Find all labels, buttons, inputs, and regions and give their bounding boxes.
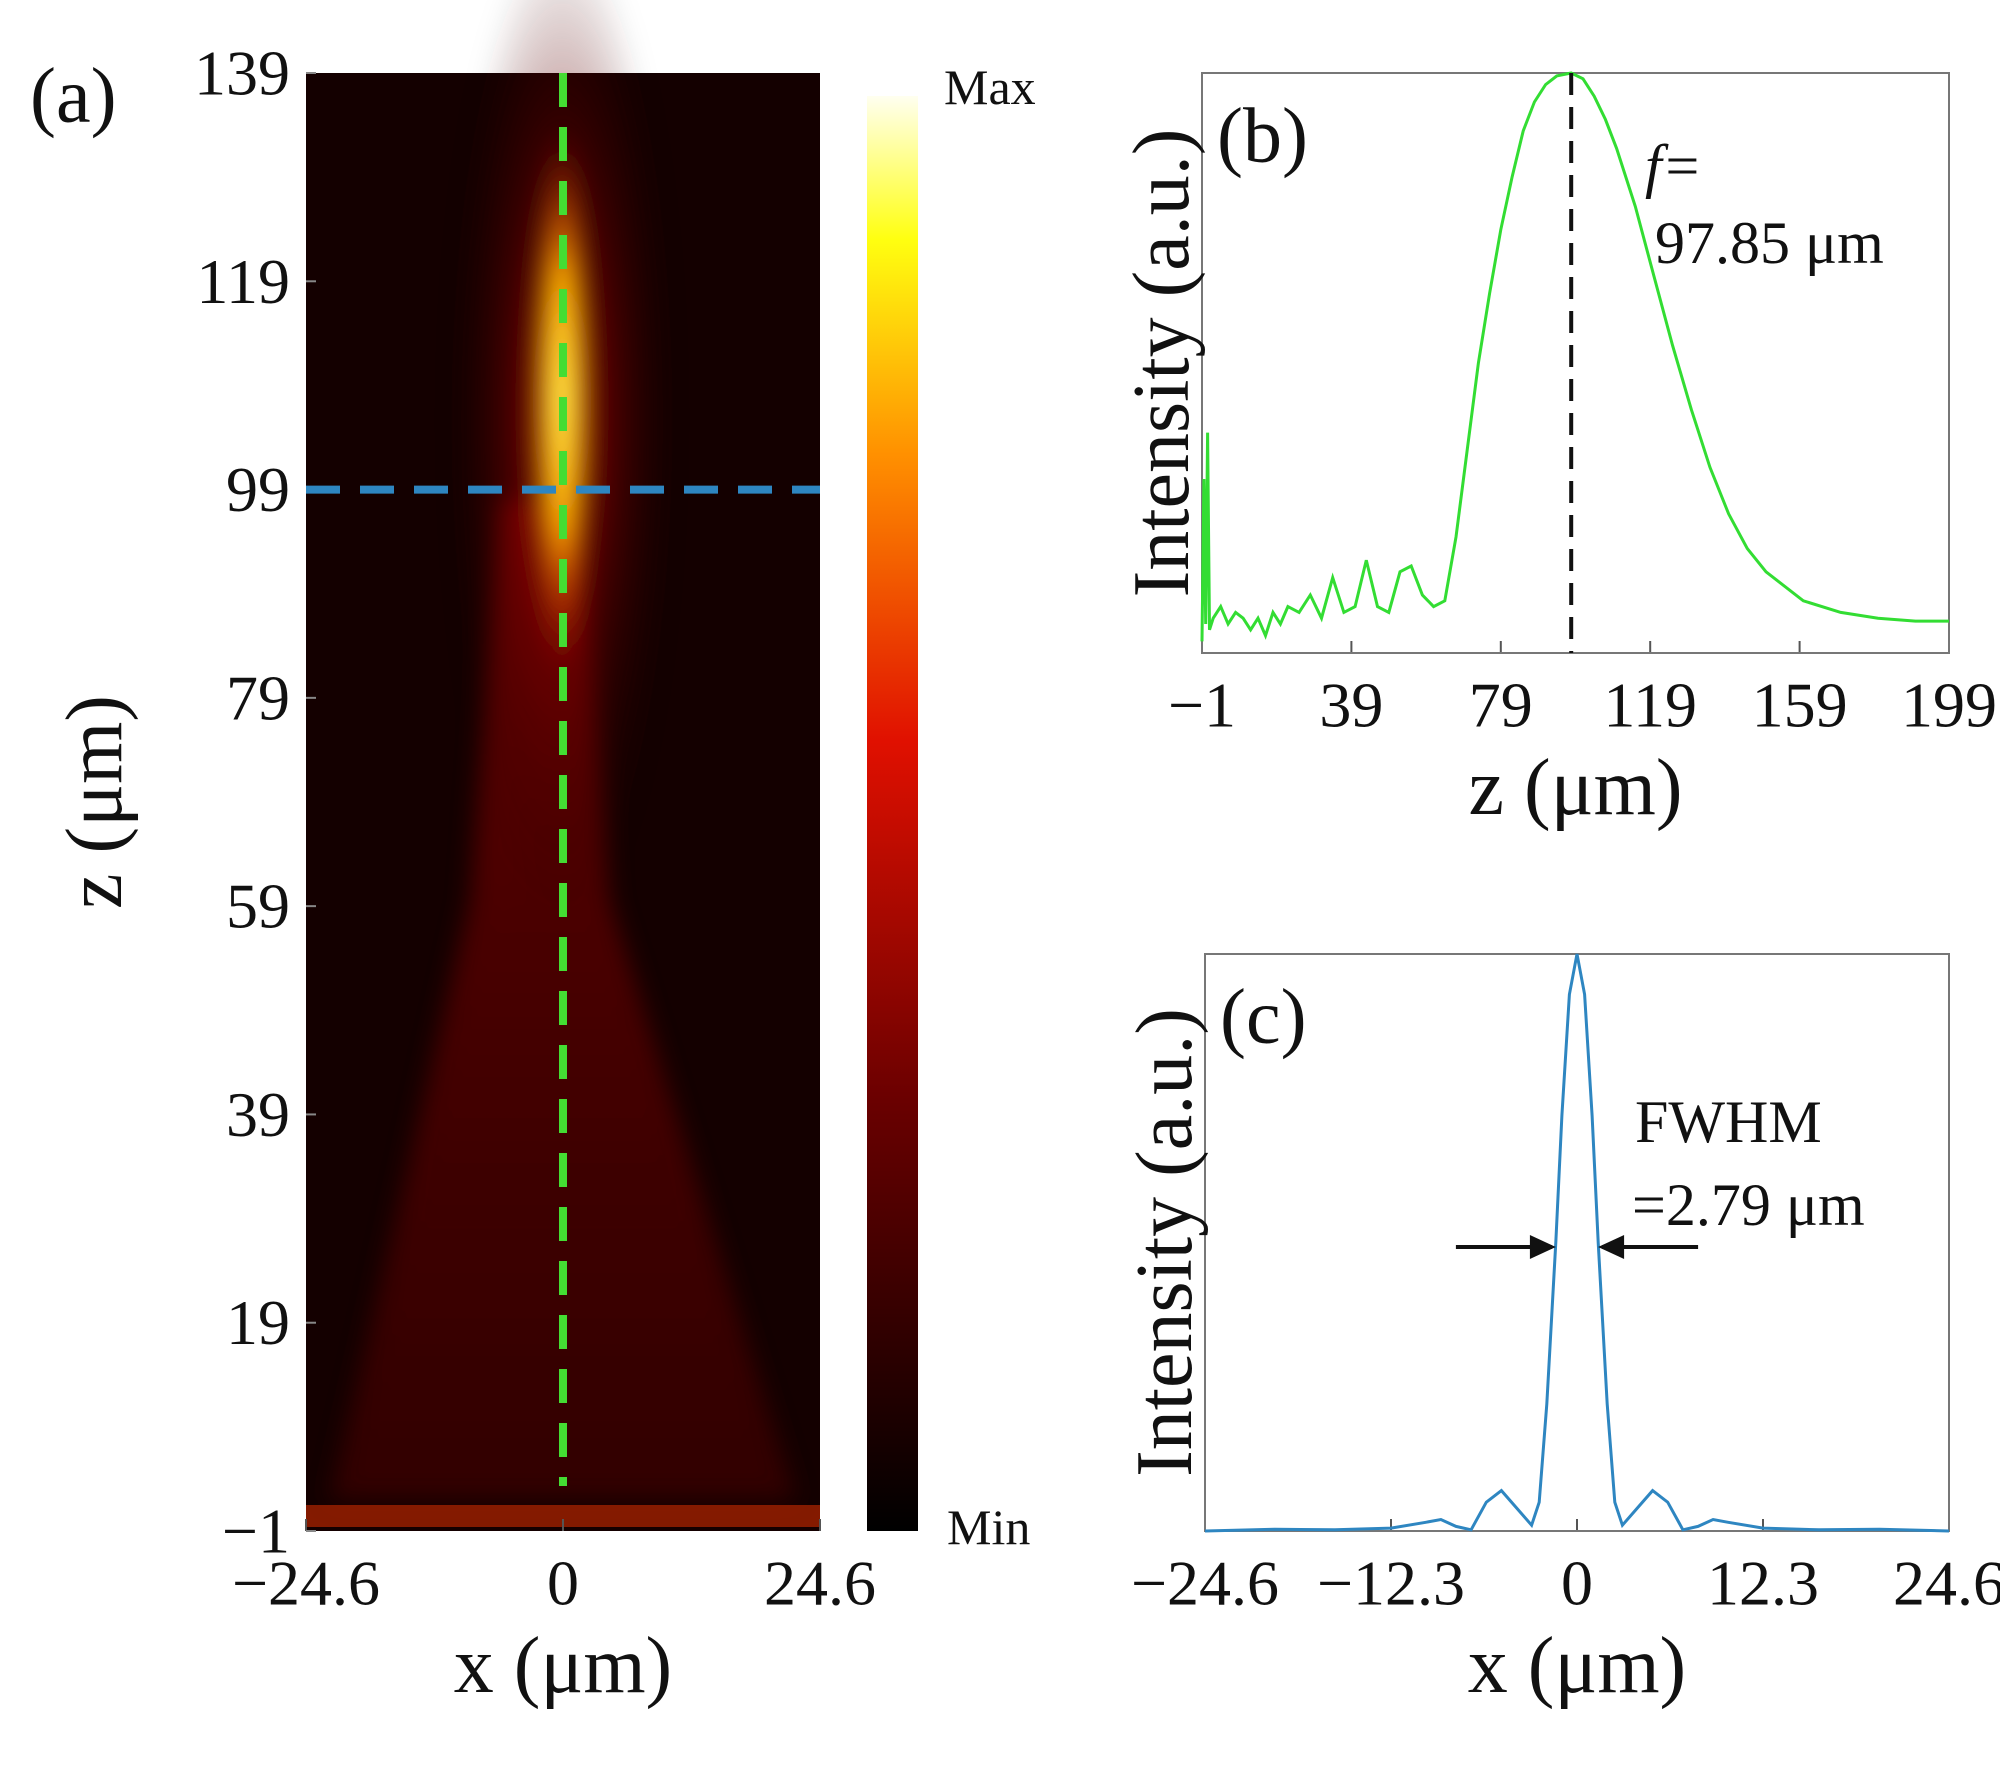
x-tick-label: 199: [1901, 670, 1997, 741]
x-tick-label: 24.6: [1893, 1548, 2000, 1619]
y-tick-label: 39: [226, 1079, 290, 1150]
x-tick-label: 24.6: [764, 1548, 876, 1619]
x-tick-label: 39: [1319, 670, 1383, 741]
arrowhead: [1598, 1235, 1625, 1259]
y-axis-label: Intensity (a.u.): [1121, 1008, 1209, 1477]
y-axis-label: z (μm): [51, 695, 139, 909]
colorbar-min-label: Min: [947, 1499, 1030, 1555]
panel-label: (b): [1217, 92, 1308, 179]
y-tick-label: 59: [226, 871, 290, 942]
x-axis-label: x (μm): [1468, 1622, 1686, 1710]
y-tick-label: 79: [226, 662, 290, 733]
y-tick-label: 139: [194, 38, 290, 109]
colorbar-max-label: Max: [944, 59, 1036, 115]
panel-label: (c): [1220, 973, 1307, 1060]
annotation-label: 97.85 μm: [1655, 210, 1884, 276]
y-tick-label: 119: [196, 246, 290, 317]
annotation-prefix: f=: [1645, 133, 1702, 199]
x-tick-label: 159: [1752, 670, 1848, 741]
plot-frame: [1201, 72, 1950, 654]
x-tick-label: −24.6: [232, 1548, 380, 1619]
annotation-label: =2.79 μm: [1632, 1172, 1865, 1238]
annotation-title: FWHM: [1635, 1089, 1822, 1155]
y-tick-label: 99: [226, 454, 290, 525]
panel-label: (a): [30, 52, 117, 139]
arrowhead: [1529, 1235, 1556, 1259]
line: [1200, 71, 1949, 642]
x-tick-label: −12.3: [1317, 1548, 1465, 1619]
y-axis-label: Intensity (a.u.): [1118, 129, 1206, 598]
x-tick-label: −24.6: [1131, 1548, 1279, 1619]
x-axis-label: z (μm): [1469, 744, 1683, 832]
x-tick-label: 79: [1469, 670, 1533, 741]
x-tick-label: 119: [1603, 670, 1697, 741]
x-tick-label: 0: [1561, 1548, 1593, 1619]
x-tick-label: 12.3: [1707, 1548, 1819, 1619]
line: [1204, 953, 1950, 1533]
plot-frame: [1204, 953, 1950, 1532]
x-axis-label: x (μm): [454, 1622, 672, 1710]
x-tick-label: 0: [547, 1548, 579, 1619]
y-tick-label: 19: [226, 1287, 290, 1358]
heatmap-image: [306, 0, 820, 1531]
y-tick-label: −1: [222, 1496, 290, 1567]
x-tick-label: −1: [1168, 670, 1236, 741]
colorbar: [867, 96, 918, 1531]
